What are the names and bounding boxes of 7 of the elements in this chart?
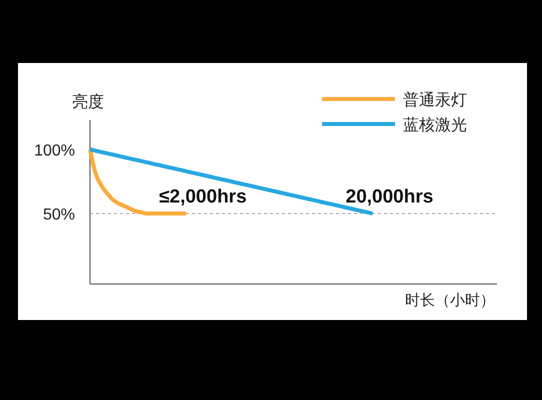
x-axis-title: 时长（小时） <box>405 292 495 309</box>
y-tick-label: 100% <box>34 142 75 160</box>
y-axis-title: 亮度 <box>72 93 104 111</box>
legend-label: 蓝核激光 <box>403 116 467 134</box>
annotation: 20,000hrs <box>346 186 434 208</box>
y-tick-label: 50% <box>42 206 75 224</box>
legend-label: 普通汞灯 <box>403 91 467 109</box>
